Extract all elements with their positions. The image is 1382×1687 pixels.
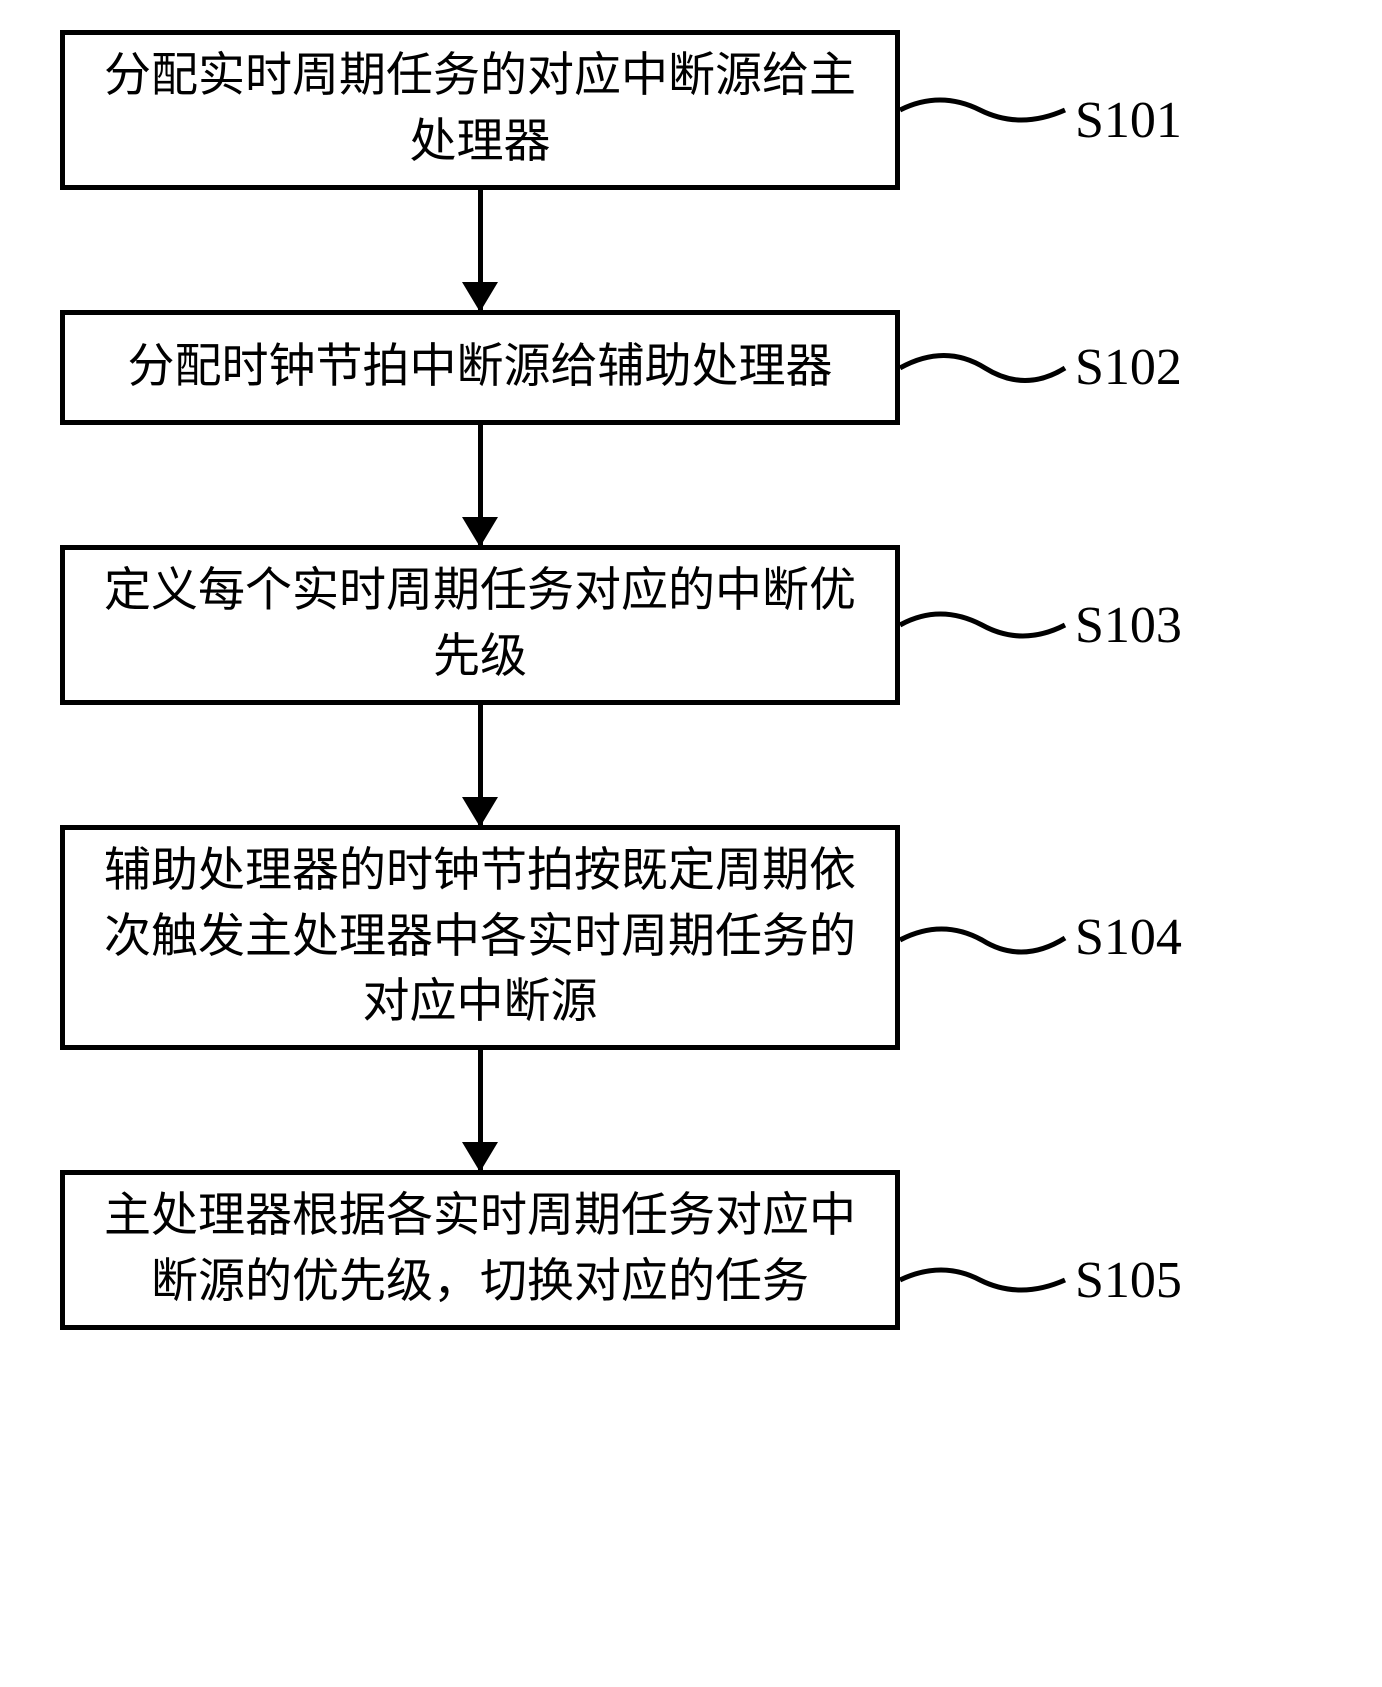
step-text-1: 分配实时周期任务的对应中断源给主处理器 xyxy=(95,44,865,176)
step-box-3: 定义每个实时周期任务对应的中断优先级 xyxy=(60,545,900,705)
connector-1 xyxy=(900,80,1070,140)
arrow-2 xyxy=(60,425,900,545)
step-row-5: 主处理器根据各实时周期任务对应中断源的优先级，切换对应的任务 S105 xyxy=(60,1170,1320,1330)
step-box-4: 辅助处理器的时钟节拍按既定周期依次触发主处理器中各实时周期任务的对应中断源 xyxy=(60,825,900,1050)
step-text-5: 主处理器根据各实时周期任务对应中断源的优先级，切换对应的任务 xyxy=(95,1184,865,1316)
flowchart-container: 分配实时周期任务的对应中断源给主处理器 S101 分配时钟节拍中断源给辅助处理器… xyxy=(60,30,1320,1330)
arrow-1 xyxy=(60,190,900,310)
arrow-head-3 xyxy=(462,797,498,827)
step-row-3: 定义每个实时周期任务对应的中断优先级 S103 xyxy=(60,545,1320,705)
arrow-head-2 xyxy=(462,517,498,547)
step-row-2: 分配时钟节拍中断源给辅助处理器 S102 xyxy=(60,310,1320,425)
arrow-3 xyxy=(60,705,900,825)
step-label-5: S105 xyxy=(1075,1251,1182,1310)
step-label-3: S103 xyxy=(1075,596,1182,655)
connector-5 xyxy=(900,1250,1070,1310)
step-text-2: 分配时钟节拍中断源给辅助处理器 xyxy=(128,335,833,401)
step-box-5: 主处理器根据各实时周期任务对应中断源的优先级，切换对应的任务 xyxy=(60,1170,900,1330)
step-text-4: 辅助处理器的时钟节拍按既定周期依次触发主处理器中各实时周期任务的对应中断源 xyxy=(95,839,865,1036)
step-box-2: 分配时钟节拍中断源给辅助处理器 xyxy=(60,310,900,425)
step-row-4: 辅助处理器的时钟节拍按既定周期依次触发主处理器中各实时周期任务的对应中断源 S1… xyxy=(60,825,1320,1050)
step-label-2: S102 xyxy=(1075,338,1182,397)
arrow-4 xyxy=(60,1050,900,1170)
arrow-head-1 xyxy=(462,282,498,312)
connector-3 xyxy=(900,595,1070,655)
step-label-4: S104 xyxy=(1075,908,1182,967)
step-row-1: 分配实时周期任务的对应中断源给主处理器 S101 xyxy=(60,30,1320,190)
connector-4 xyxy=(900,910,1070,970)
step-label-1: S101 xyxy=(1075,91,1182,150)
step-box-1: 分配实时周期任务的对应中断源给主处理器 xyxy=(60,30,900,190)
step-text-3: 定义每个实时周期任务对应的中断优先级 xyxy=(95,559,865,691)
connector-2 xyxy=(900,338,1070,398)
arrow-head-4 xyxy=(462,1142,498,1172)
